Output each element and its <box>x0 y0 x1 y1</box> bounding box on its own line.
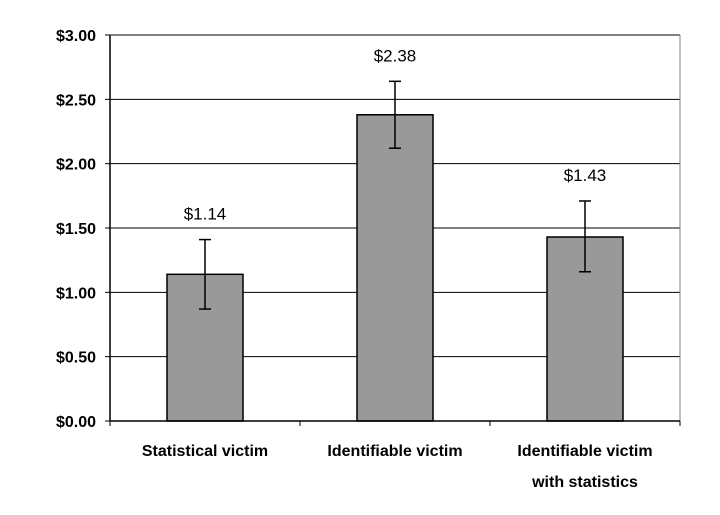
bar <box>356 114 434 422</box>
y-tick-label: $3.00 <box>56 28 96 45</box>
x-tick-label: Statistical victim <box>142 443 268 460</box>
x-tick-label: Identifiable victim <box>327 443 462 460</box>
y-axis: $0.00 $0.50 $1.00 $1.50 $2.00 $2.50 $3.00 <box>56 28 111 431</box>
y-tick-label: $1.00 <box>56 285 96 302</box>
y-tick-label: $0.50 <box>56 350 96 367</box>
data-label: $2.38 <box>374 46 417 65</box>
y-tick-label: $0.00 <box>56 414 96 431</box>
y-tick-label: $2.00 <box>56 157 96 174</box>
data-label: $1.14 <box>184 205 227 224</box>
bars <box>166 114 624 422</box>
error-bars <box>199 80 591 310</box>
x-tick-label: with statistics <box>531 474 638 491</box>
data-label: $1.43 <box>564 166 607 185</box>
x-tick-label: Identifiable victim <box>517 443 652 460</box>
y-tick-label: $2.50 <box>56 92 96 109</box>
data-labels: $1.14 $2.38 $1.43 <box>184 46 607 223</box>
y-tick-label: $1.50 <box>56 221 96 238</box>
x-axis: Statistical victim Identifiable victim Ide… <box>109 420 681 491</box>
